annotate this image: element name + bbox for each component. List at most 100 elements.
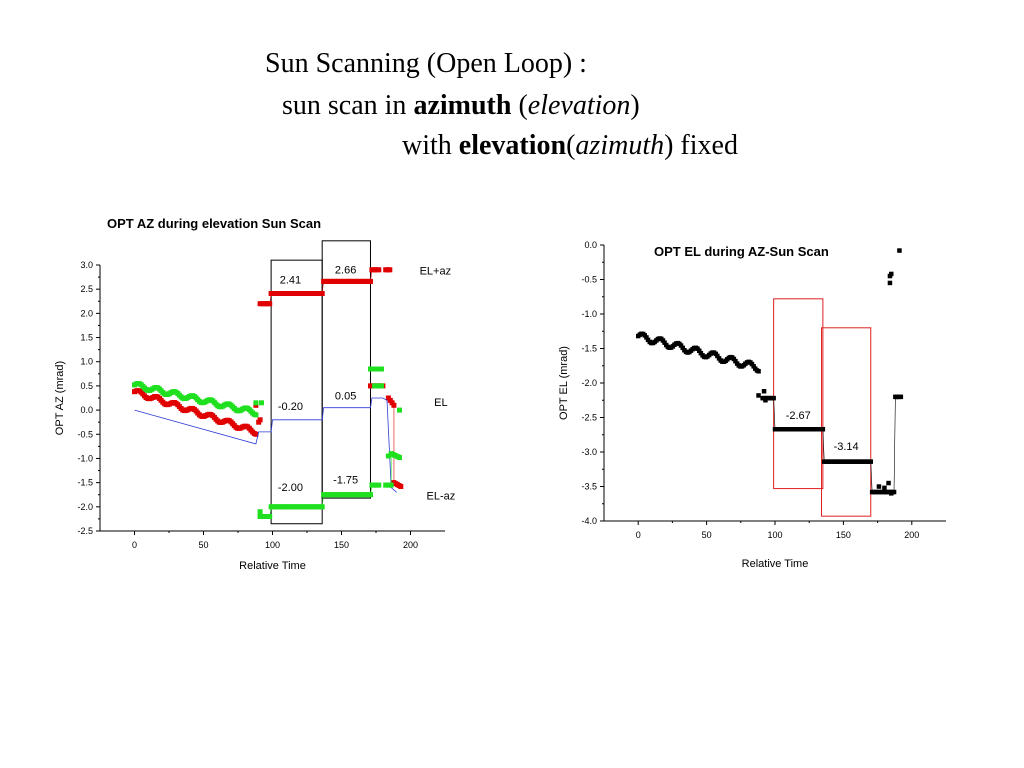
data-point (376, 267, 382, 273)
title-line-2-mid: ( (511, 90, 528, 121)
y-tick-label: 2.5 (80, 284, 93, 294)
title-line-3-pre: with (402, 130, 459, 161)
y-tick-label: -0.5 (77, 429, 93, 439)
slide-title-line-3: with elevation(azimuth) fixed (402, 130, 738, 162)
data-point (253, 412, 259, 418)
annotation-label: 0.05 (335, 390, 356, 402)
data-point (733, 358, 738, 364)
y-axis-label: OPT EL (mrad) (558, 346, 570, 420)
data-point (887, 280, 893, 286)
data-point (898, 394, 904, 400)
data-point (379, 366, 384, 372)
x-tick-label: 50 (198, 540, 208, 550)
series-connector (269, 293, 272, 304)
annotation-label: EL+az (420, 266, 452, 278)
series-connector (773, 398, 776, 430)
data-point (397, 455, 402, 460)
series-line (134, 397, 397, 493)
title-line-2-pre: sun scan in (282, 90, 414, 121)
series-connector (370, 269, 373, 282)
slide-title-line-2: sun scan in azimuth (elevation) (282, 90, 640, 122)
data-point (398, 484, 404, 489)
series-connector (370, 485, 373, 495)
highlight-box (773, 298, 824, 490)
y-tick-label: 0.0 (80, 405, 93, 415)
y-tick-label: 2.0 (80, 308, 93, 318)
y-tick-label: -2.5 (77, 526, 93, 536)
y-tick-label: -2.5 (581, 413, 597, 423)
chart-1: OPT AZ during elevation Sun Scan 3.0 2.5 2.… (54, 216, 455, 572)
y-tick-label: 0.5 (80, 381, 93, 391)
data-point (756, 369, 761, 374)
annotation-label: 2.41 (280, 274, 301, 286)
data-point (751, 364, 756, 369)
series-el-az (132, 267, 404, 489)
data-point (761, 389, 767, 394)
annotation-label: -0.20 (278, 401, 303, 413)
chart-title: OPT EL during AZ-Sun Scan (654, 244, 829, 259)
y-tick-label: 3.0 (80, 260, 93, 270)
y-tick-label: -1.0 (581, 309, 597, 319)
x-tick-label: 0 (636, 530, 641, 540)
data-point (379, 383, 384, 389)
y-axis-label: OPT AZ (mrad) (54, 361, 66, 435)
title-line-3-post: ) fixed (664, 130, 738, 161)
data-point (749, 361, 755, 367)
title-line-1-text: Sun Scanning (Open Loop) : (265, 48, 587, 79)
x-tick-label: 50 (702, 530, 712, 540)
title-line-3-italic: azimuth (575, 130, 665, 161)
y-tick-label: -2.0 (77, 502, 93, 512)
data-point (882, 485, 887, 491)
data-point (897, 248, 902, 253)
annotation-label: EL (434, 397, 447, 409)
title-line-2-bold: azimuth (413, 90, 512, 121)
data-point (257, 417, 263, 423)
data-point (267, 301, 273, 307)
chart-title: OPT AZ during elevation Sun Scan (107, 216, 321, 231)
annotation-label: -1.75 (333, 475, 358, 487)
data-point (894, 394, 899, 400)
series-data (636, 248, 904, 496)
title-line-3-bold: elevation (458, 130, 567, 161)
series-connector (870, 461, 873, 493)
annotation-label: EL-az (426, 491, 455, 503)
x-axis-label: Relative Time (742, 558, 809, 570)
y-tick-label: -1.0 (77, 453, 93, 463)
data-point (397, 407, 402, 413)
series-el (134, 397, 397, 493)
data-point (886, 480, 891, 486)
data-point (253, 431, 259, 437)
data-point (387, 267, 393, 273)
series-el-az (132, 366, 402, 519)
data-point (678, 343, 684, 348)
data-point (715, 353, 720, 359)
annotation-label: -2.67 (786, 410, 811, 422)
series-connector (269, 506, 272, 517)
y-tick-label: -1.5 (581, 344, 597, 354)
x-tick-label: 100 (767, 530, 782, 540)
data-point (763, 398, 768, 403)
title-line-3-mid: ( (566, 130, 576, 161)
y-tick-label: -1.5 (77, 478, 93, 488)
data-point (771, 395, 776, 401)
y-tick-label: -3.5 (581, 482, 597, 492)
series-connector (321, 281, 324, 294)
data-point (868, 459, 873, 464)
highlight-box (821, 327, 872, 517)
y-tick-label: 1.5 (80, 333, 93, 343)
series-connector (822, 429, 825, 462)
data-point (889, 491, 894, 496)
data-point (697, 348, 702, 353)
data-point (889, 271, 894, 277)
y-tick-label: 1.0 (80, 357, 93, 367)
slide-title-line-1: Sun Scanning (Open Loop) : (265, 48, 587, 80)
series-connector (893, 396, 896, 493)
y-tick-label: -3.0 (581, 447, 597, 457)
x-tick-label: 150 (836, 530, 851, 540)
data-point (376, 482, 382, 488)
y-tick-label: -0.5 (581, 275, 597, 285)
data-point (756, 393, 761, 398)
data-point (876, 484, 882, 489)
data-point (680, 345, 685, 351)
